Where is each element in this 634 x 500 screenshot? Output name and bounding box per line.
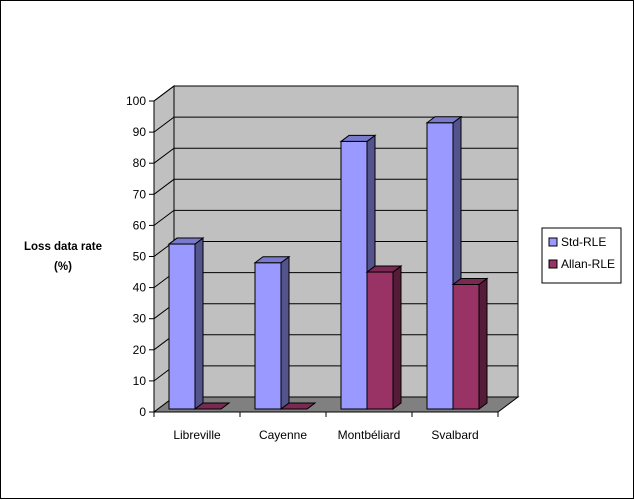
legend-swatch [548, 237, 558, 247]
bar-top [339, 134, 377, 142]
y-tick-label: 0 [139, 405, 146, 419]
bar-front [254, 262, 282, 410]
x-tick-label: Montbéliard [338, 428, 401, 442]
bars [167, 115, 489, 410]
bar-side [280, 255, 290, 410]
x-tick-label: Cayenne [259, 428, 307, 442]
bar-allan-rle-1 [279, 402, 317, 410]
y-tick-label: 100 [126, 94, 146, 108]
bar-side [194, 237, 204, 410]
bar-top [279, 402, 317, 410]
y-tick-label: 70 [133, 187, 147, 201]
legend-swatch [548, 259, 558, 269]
legend-label: Std-RLE [561, 235, 606, 249]
y-tick-label: 30 [133, 312, 147, 326]
bar-std-rle-3 [425, 115, 463, 410]
gridline [153, 85, 518, 102]
y-axis-label-unit: (%) [54, 261, 72, 273]
legend: Std-RLE Allan-RLE [541, 227, 622, 284]
y-tick-label: 10 [133, 374, 147, 388]
bar-std-rle-1 [253, 255, 291, 410]
bar-top [167, 237, 205, 245]
bar-allan-rle-2 [365, 265, 403, 410]
x-tick-label: Svalbard [431, 428, 478, 442]
bar-front [340, 140, 368, 410]
legend-label: Allan-RLE [561, 257, 615, 271]
gridline [153, 116, 518, 133]
gridline [153, 209, 518, 226]
bar-allan-rle-3 [451, 277, 489, 410]
legend-box [541, 227, 622, 284]
y-axis-label: Loss data rate [24, 241, 102, 253]
y-tick-label: 90 [133, 125, 147, 139]
gridline [153, 147, 518, 164]
bar-side [392, 265, 402, 410]
y-tick-label: 50 [133, 250, 147, 264]
y-tick-label: 60 [133, 218, 147, 232]
bar-top [193, 402, 231, 410]
bar-front [452, 283, 480, 410]
bar-top [451, 277, 489, 285]
y-tick-label: 80 [133, 156, 147, 170]
bar-std-rle-0 [167, 237, 205, 410]
bar-top [365, 265, 403, 273]
bar-front [168, 243, 196, 410]
y-tick-label: 20 [133, 343, 147, 357]
axes [149, 100, 499, 417]
bar-front [366, 271, 394, 410]
y-tick-label: 40 [133, 281, 147, 295]
bar-allan-rle-0 [193, 402, 231, 410]
x-tick-label: Libreville [173, 428, 221, 442]
tick-labels: 0 10 20 30 40 50 60 70 80 90 100 Libreville Cayenne M… [126, 94, 479, 442]
bar-front [426, 122, 454, 410]
bar-top [253, 256, 291, 264]
bar-side [478, 277, 488, 410]
bar-top [425, 116, 463, 124]
gridline [153, 178, 518, 195]
